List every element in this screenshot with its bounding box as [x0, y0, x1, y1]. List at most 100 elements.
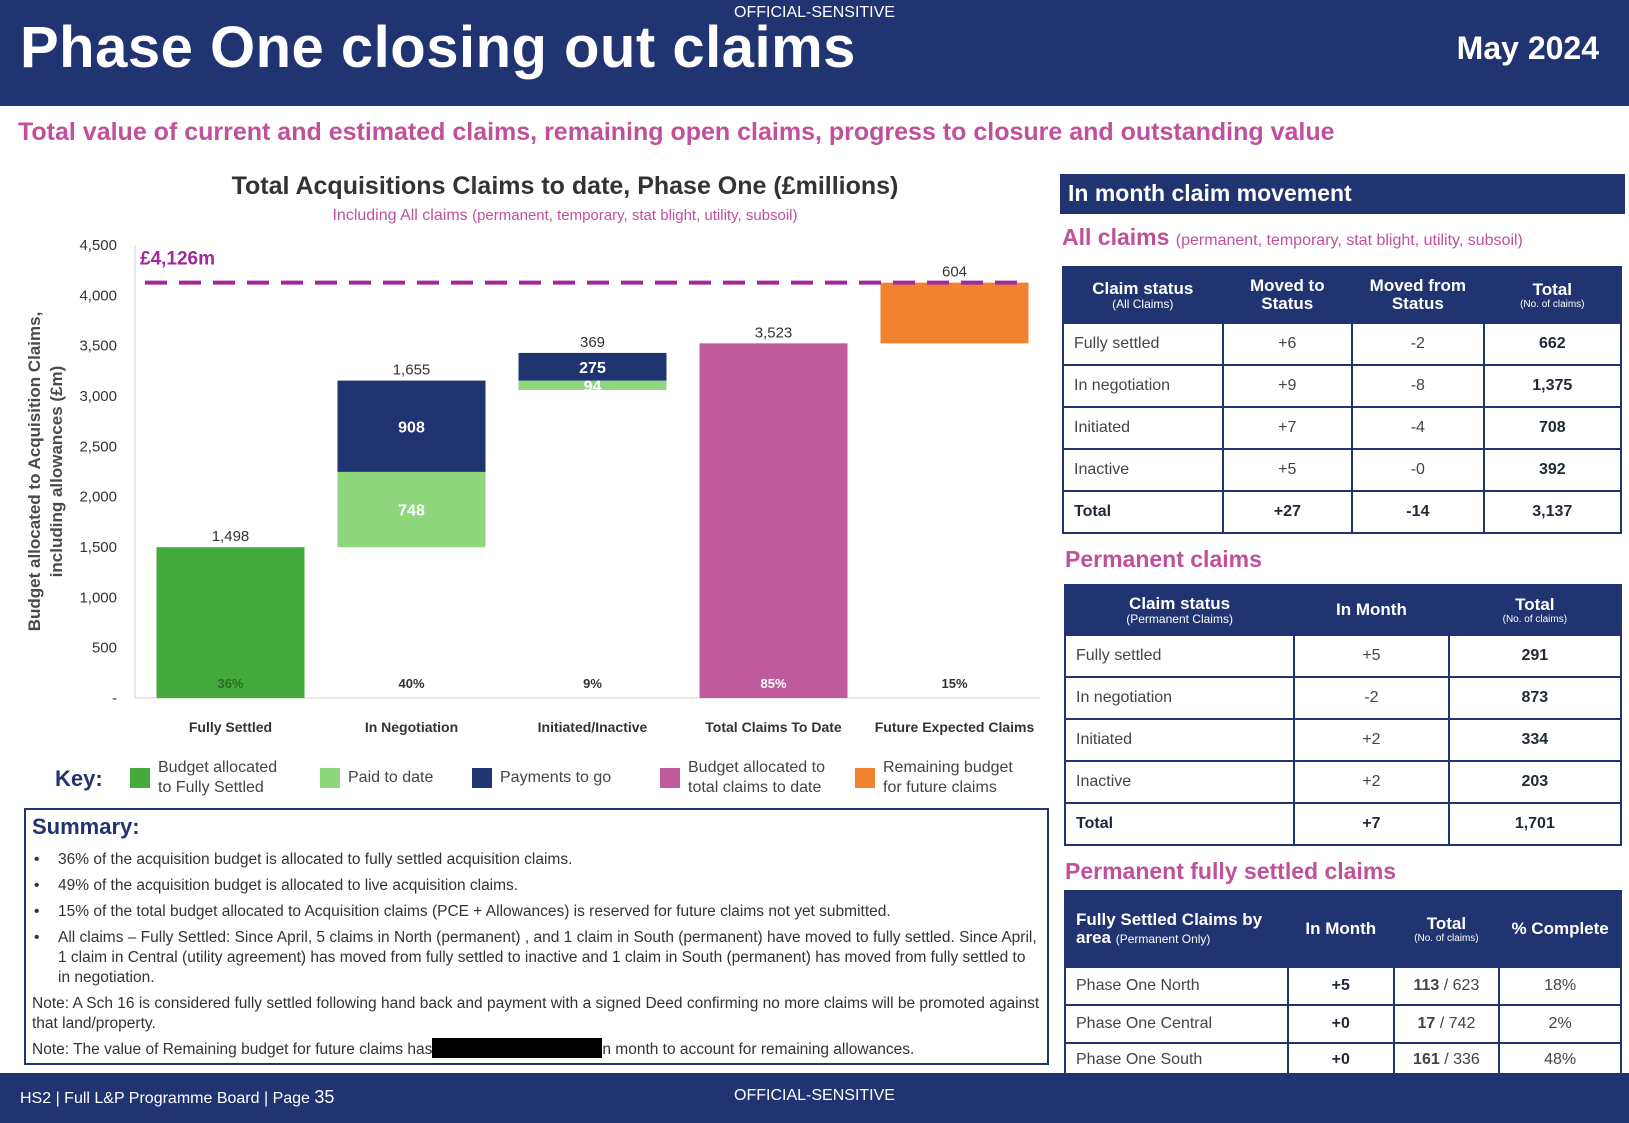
table-cell: 17 / 742	[1392, 1004, 1501, 1044]
table-row: Inactive +2 203	[1063, 760, 1623, 804]
table-cell: -4	[1351, 406, 1485, 450]
y-axis-label: Budget allocated to Acquisition Claims,	[25, 312, 44, 632]
bar-segment	[518, 352, 667, 381]
bar-segment	[337, 471, 486, 548]
table-cell: -2	[1293, 676, 1450, 720]
permanent-claims-table: Claim status (Permanent Claims) In Month …	[1063, 584, 1623, 846]
table-cell: In negotiation	[1063, 676, 1296, 720]
summary-note-redacted: Note: The value of Remaining budget for …	[32, 1038, 1041, 1060]
bar-segment	[337, 380, 486, 472]
key-swatch-payments-to-go	[472, 768, 492, 788]
summary-bullet: All claims – Fully Settled: Since April,…	[32, 928, 1041, 988]
table-cell: Initiated	[1063, 718, 1296, 762]
table-cell: Phase One Central	[1064, 1004, 1289, 1044]
table-cell: 1,701	[1447, 802, 1623, 846]
y-tick-label: 1,500	[79, 539, 117, 556]
key-item-payments-to-go: Payments to go	[472, 768, 611, 788]
table-cell: +0	[1286, 1042, 1395, 1078]
table-row: Initiated +7 -4 708	[1062, 406, 1623, 450]
table-cell: +5	[1286, 966, 1395, 1006]
table-cell: 161 / 336	[1392, 1042, 1501, 1078]
table-row: Phase One North +5 113 / 623 18%	[1064, 966, 1622, 1006]
footer-left: HS2 | Full L&P Programme Board | Page 35	[20, 1087, 334, 1108]
table-cell: +27	[1221, 490, 1354, 534]
table-cell: +5	[1221, 448, 1354, 492]
bar-total-label: 1,655	[393, 362, 431, 379]
table-cell: Phase One North	[1064, 966, 1289, 1006]
chart-subtitle-main: Including All claims	[332, 207, 468, 224]
table-cell: +9	[1221, 364, 1354, 408]
y-tick-label: 1,000	[79, 589, 117, 606]
table-cell: 708	[1482, 406, 1623, 450]
summary-title: Summary:	[32, 814, 140, 839]
footer-text: HS2 | Full L&P Programme Board | Page	[20, 1090, 310, 1107]
key-text: Budget allocated	[158, 759, 278, 776]
y-tick-label: 2,500	[79, 438, 117, 455]
column-header: Fully Settled Claims by area (Permanent …	[1064, 890, 1289, 968]
table-cell: 18%	[1498, 966, 1622, 1006]
note-text: Note: The value of Remaining budget for …	[32, 1041, 433, 1058]
report-date: May 2024	[1456, 30, 1599, 66]
bar-total-label: 369	[580, 334, 605, 351]
table-cell: Inactive	[1062, 448, 1224, 492]
y-tick-label: 2,000	[79, 489, 117, 506]
x-tick-label: Total Claims To Date	[705, 719, 842, 735]
x-tick-label: Fully Settled	[189, 719, 272, 735]
table-header-row: Fully Settled Claims by area (Permanent …	[1064, 890, 1622, 968]
table-cell: Phase One South	[1064, 1042, 1289, 1078]
bar-segment-label: 275	[579, 360, 606, 377]
chart-subtitle: Including All claims (permanent, tempora…	[90, 207, 1040, 225]
table-header-row: Claim status (All Claims) Moved to Status…	[1062, 266, 1623, 324]
table-row: In negotiation +9 -8 1,375	[1062, 364, 1623, 408]
budget-line-label: £4,126m	[140, 249, 215, 270]
table-cell: 662	[1482, 322, 1623, 366]
table-cell: Fully settled	[1062, 322, 1224, 366]
classification-footer: OFFICIAL-SENSITIVE	[734, 1087, 895, 1104]
all-claims-title-detail: (permanent, temporary, stat blight, util…	[1175, 232, 1523, 249]
bar-percent-label: 15%	[941, 676, 967, 691]
table-cell: +7	[1293, 802, 1450, 846]
bar-percent-label: 85%	[760, 676, 786, 691]
summary-list: 36% of the acquisition budget is allocat…	[32, 850, 1041, 988]
table-cell: 113 / 623	[1392, 966, 1501, 1006]
bar-total-label: 1,498	[212, 528, 250, 545]
classification-label: OFFICIAL-SENSITIVE	[734, 4, 895, 21]
table-cell: Total	[1063, 802, 1296, 846]
bar-total-label: 3,523	[755, 324, 793, 341]
in-month-heading: In month claim movement	[1060, 174, 1625, 214]
table-cell: In negotiation	[1062, 364, 1224, 408]
table-cell: +2	[1293, 718, 1450, 762]
column-header: In Month	[1293, 584, 1450, 636]
y-axis-label: including allowances (£m)	[47, 366, 66, 578]
column-header: Moved to Status	[1221, 266, 1354, 324]
table-cell: Total	[1062, 490, 1224, 534]
key-item-total-claims: Budget allocated to total claims to date	[660, 758, 825, 798]
settled-claims-title: Permanent fully settled claims	[1065, 858, 1397, 884]
column-header: Claim status (All Claims)	[1062, 266, 1224, 324]
all-claims-table: Claim status (All Claims) Moved to Status…	[1062, 266, 1623, 534]
bar-segment-label: 908	[398, 419, 425, 436]
table-row: Inactive +5 -0 392	[1062, 448, 1623, 492]
table-row: Initiated +2 334	[1063, 718, 1623, 762]
y-tick-label: 4,500	[79, 237, 117, 254]
key-swatch-fully-settled	[130, 768, 150, 788]
key-item-remaining-budget: Remaining budget for future claims	[855, 758, 1013, 798]
table-cell: 203	[1447, 760, 1623, 804]
table-cell: 48%	[1498, 1042, 1622, 1078]
bar-percent-label: 9%	[583, 676, 602, 691]
chart-subtitle-detail: (permanent, temporary, stat blight, util…	[472, 207, 798, 224]
column-header: Claim status (Permanent Claims)	[1063, 584, 1296, 636]
table-cell: +0	[1286, 1004, 1395, 1044]
all-claims-title: All claims (permanent, temporary, stat b…	[1062, 224, 1523, 251]
key-text: Remaining budget	[883, 759, 1013, 776]
y-tick-label: 4,000	[79, 287, 117, 304]
bar-segment	[156, 547, 305, 698]
bar-segment	[518, 380, 667, 390]
page-subtitle: Total value of current and estimated cla…	[18, 118, 1335, 146]
column-header: Total (No. of claims)	[1392, 890, 1501, 968]
table-row: Phase One Central +0 17 / 742 2%	[1064, 1004, 1622, 1044]
key-text: Budget allocated to	[688, 759, 825, 776]
x-tick-label: In Negotiation	[365, 719, 458, 735]
table-cell: +5	[1293, 634, 1450, 678]
summary-note: Note: A Sch 16 is considered fully settl…	[32, 995, 1040, 1032]
